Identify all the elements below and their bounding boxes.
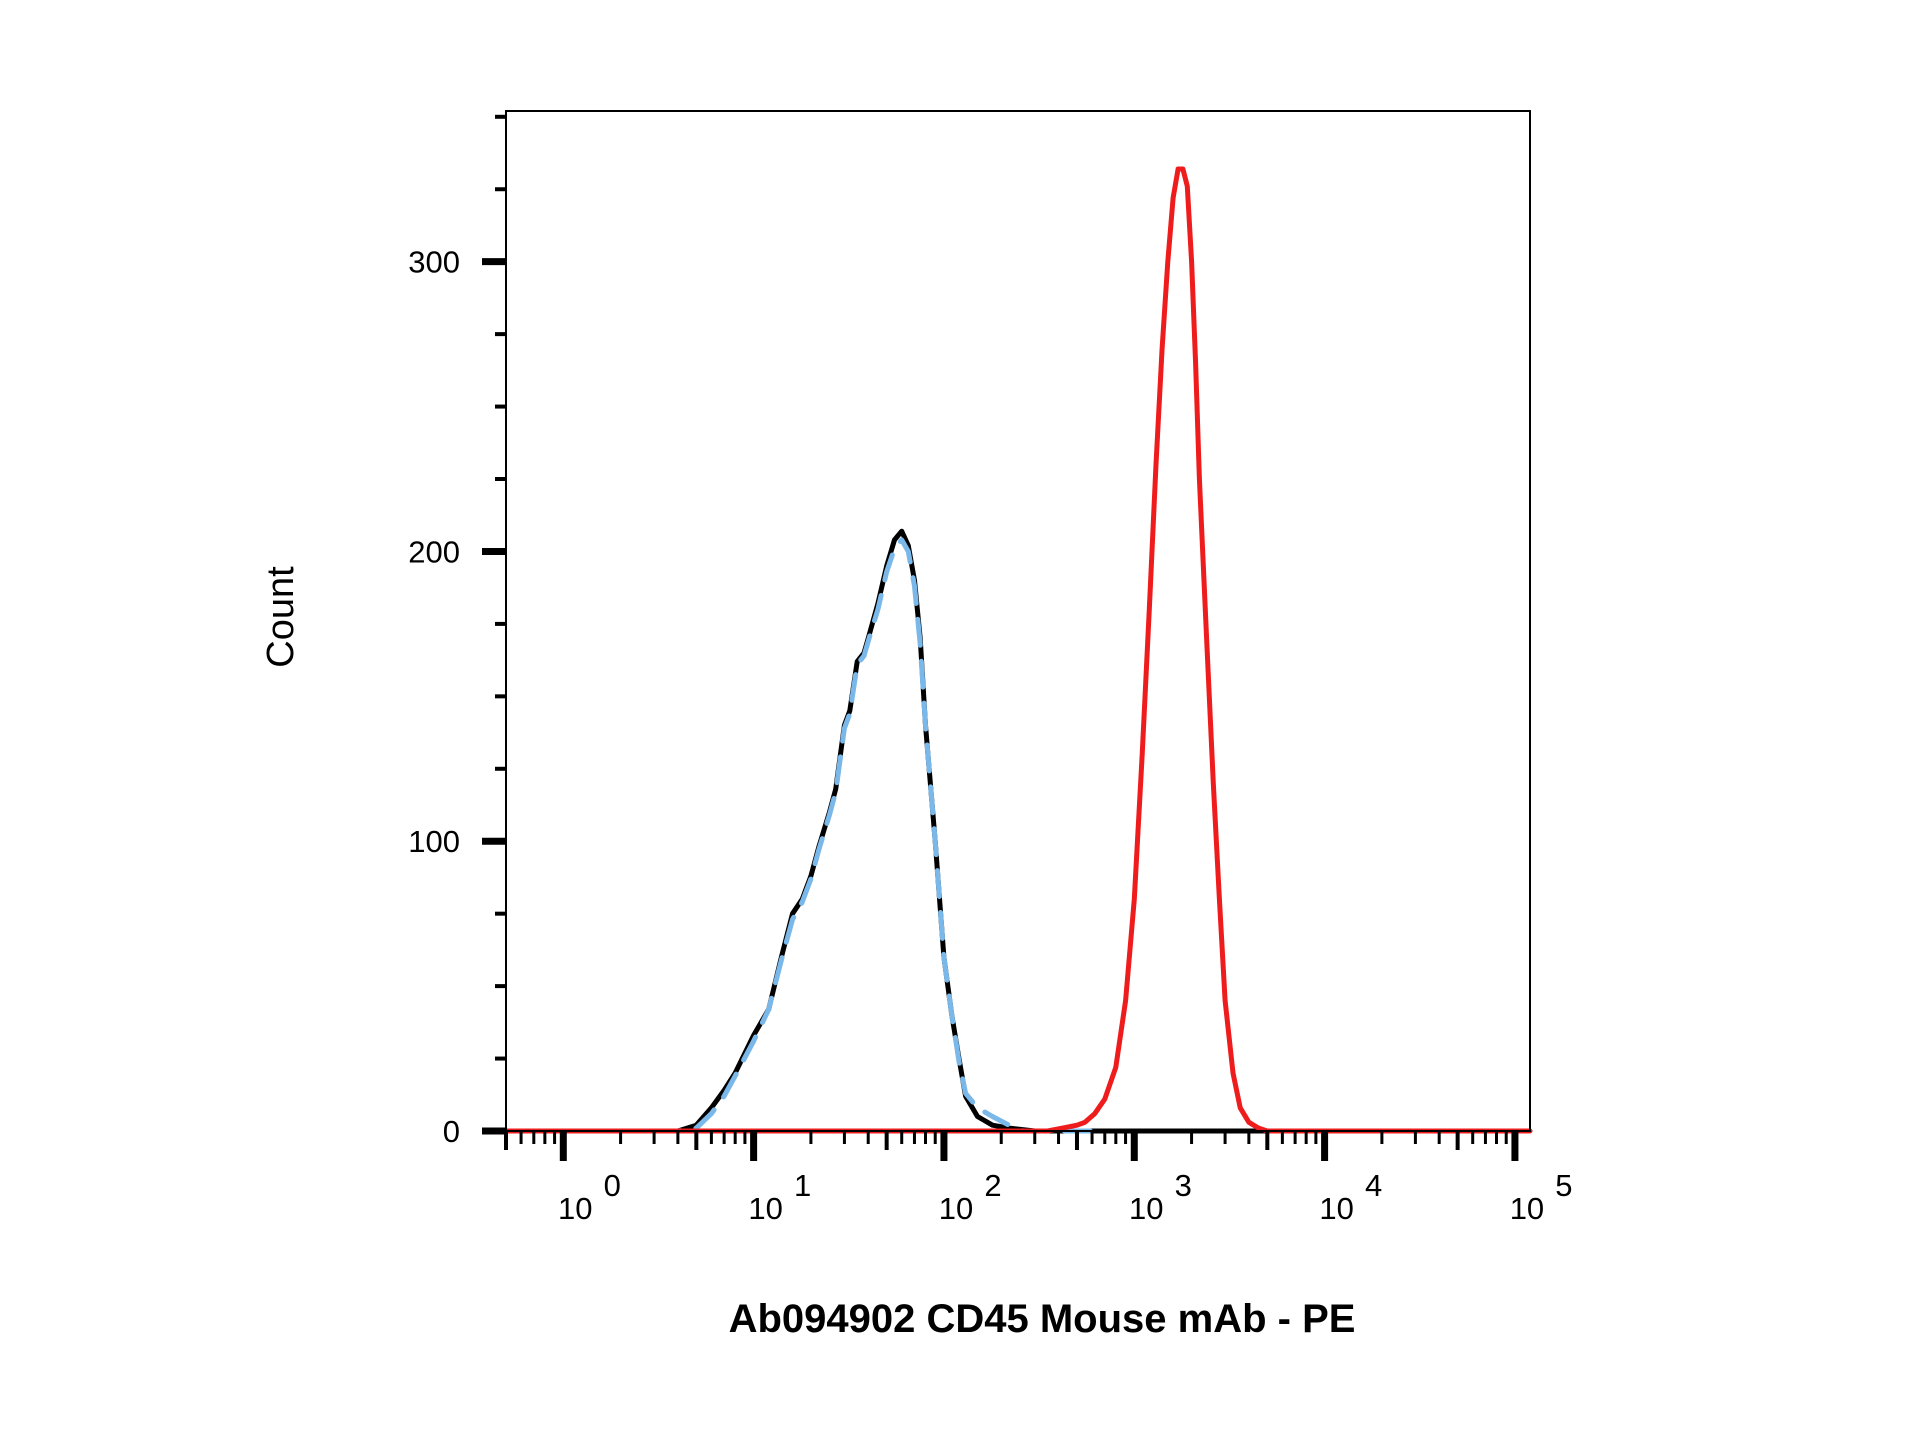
x-tick-exponent: 1 bbox=[794, 1168, 811, 1203]
x-tick-label: 10 bbox=[748, 1191, 782, 1226]
x-tick-label: 10 bbox=[1319, 1191, 1353, 1226]
series-line-3 bbox=[503, 166, 1533, 1134]
x-tick-label: 10 bbox=[1510, 1191, 1544, 1226]
x-tick-label: 10 bbox=[939, 1191, 973, 1226]
y-axis-title: Count bbox=[260, 566, 302, 668]
x-axis-title: Ab094902 CD45 Mouse mAb - PE bbox=[729, 1297, 1356, 1341]
x-tick-exponent: 3 bbox=[1175, 1168, 1192, 1203]
x-tick-exponent: 0 bbox=[604, 1168, 621, 1203]
x-tick-exponent: 2 bbox=[984, 1168, 1001, 1203]
x-axis: 10 0 10 1 10 2 10 3 10 4 10 5 bbox=[504, 1131, 1573, 1226]
plot-frame bbox=[505, 110, 1531, 1132]
series-line-2 bbox=[651, 537, 1108, 1134]
x-tick-label: 10 bbox=[1129, 1191, 1163, 1226]
x-tick-label: 10 bbox=[558, 1191, 592, 1226]
y-tick-label: 300 bbox=[408, 245, 460, 280]
y-tick-label: 100 bbox=[408, 824, 460, 859]
series-layer bbox=[503, 166, 1533, 1134]
y-axis: 0 100 200 300 bbox=[408, 111, 507, 1149]
x-tick-exponent: 4 bbox=[1365, 1168, 1382, 1203]
y-tick-label: 200 bbox=[408, 534, 460, 569]
y-tick-label: 0 bbox=[443, 1114, 460, 1149]
x-tick-exponent: 5 bbox=[1555, 1168, 1572, 1203]
